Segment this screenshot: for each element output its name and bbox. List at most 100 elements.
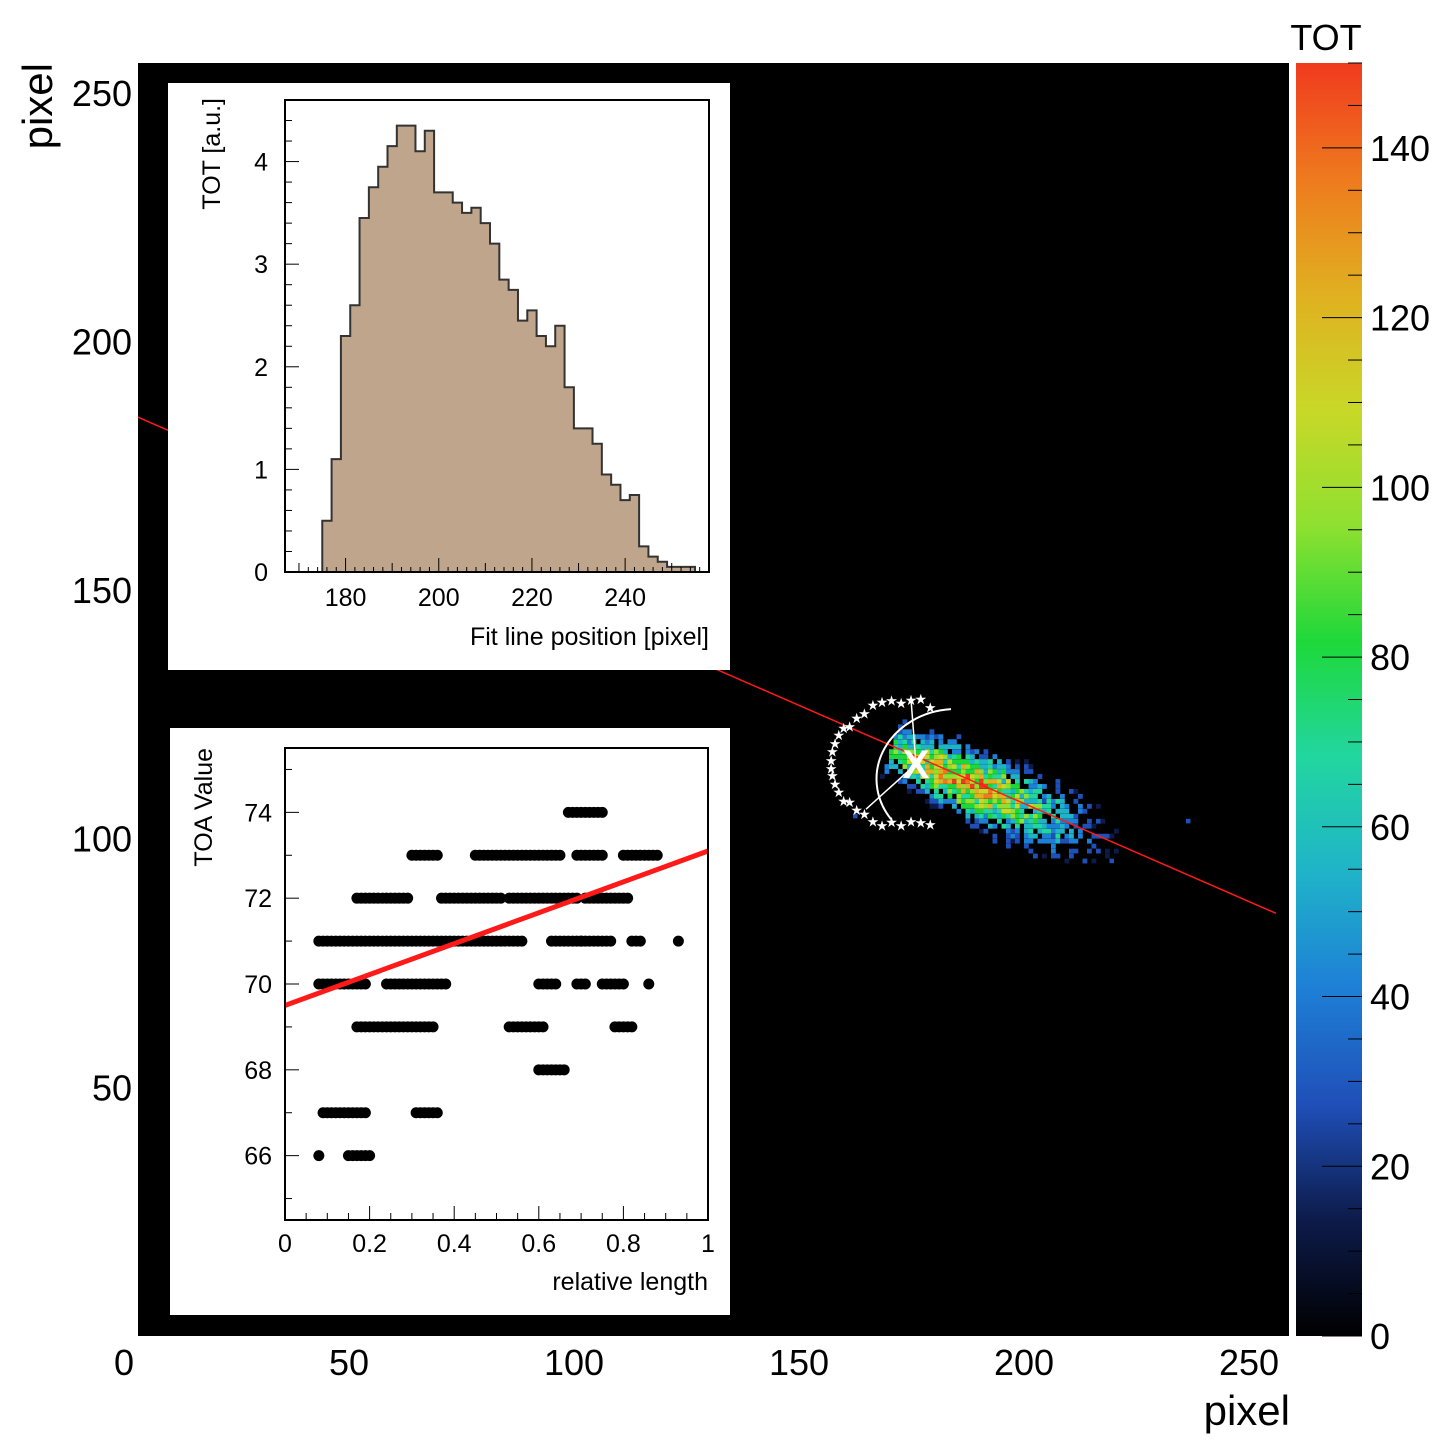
heatmap-cell: [956, 769, 962, 774]
heatmap-cell: [979, 759, 984, 764]
heatmap-cell: [1037, 813, 1043, 819]
scatter-point: [431, 1107, 443, 1119]
histogram-bar: [499, 279, 510, 572]
inset-histogram-panel: 180 200 220 240 0 1 2 3 4 Fit line position [pix…: [168, 83, 730, 670]
heatmap-cell: [1015, 823, 1020, 829]
heatmap-cell: [934, 798, 939, 804]
heatmap-cell: [1015, 838, 1020, 844]
heatmap-cell: [983, 813, 989, 819]
scatter-point: [634, 935, 646, 947]
heatmap-cell: [956, 759, 962, 764]
heatmap-cell: [893, 749, 899, 755]
histogram-outline: [321, 124, 697, 572]
heatmap-cell: [943, 789, 948, 794]
heatmap-cell: [1064, 833, 1070, 839]
heatmap-cell: [929, 754, 935, 759]
heatmap-cell: [956, 734, 962, 740]
heatmap-cell: [997, 779, 1002, 784]
heatmap-cell: [965, 754, 971, 759]
histogram-bar: [592, 443, 603, 572]
scatter-point: [558, 1064, 570, 1076]
heatmap-cell: [907, 729, 912, 735]
heatmap-cell: [970, 793, 975, 799]
heatmap-cell: [943, 769, 948, 774]
star-marker: ★: [825, 761, 838, 777]
heatmap-cell: [983, 789, 989, 794]
heatmap-cell: [947, 759, 953, 764]
heatmap-cell: [907, 774, 912, 779]
star-marker: ★: [905, 813, 918, 829]
heatmap-cell: [952, 754, 957, 759]
main-x-tick-label: 150: [769, 1342, 829, 1383]
inset-scatter-panel: 0 0.2 0.4 0.6 0.8 1 66 68 70 72 74 relative length…: [170, 728, 730, 1315]
heatmap-cell: [925, 774, 930, 779]
heatmap-cell: [920, 769, 926, 774]
heatmap-cell: [1019, 813, 1025, 819]
heatmap-cell: [1060, 838, 1065, 844]
heatmap-cell: [1028, 848, 1034, 854]
heatmap-cell: [1010, 784, 1016, 789]
heatmap-cell: [889, 749, 894, 755]
heatmap-cell: [979, 774, 984, 779]
heatmap-cell: [1001, 764, 1007, 769]
heatmap-cell: [929, 798, 935, 804]
heatmap-cell: [1015, 784, 1020, 789]
heatmap-cell: [907, 759, 912, 764]
main-x-tick-label: 50: [329, 1342, 369, 1383]
heatmap-cell: [1060, 798, 1065, 804]
histogram-bar: [648, 556, 659, 572]
heatmap-cell: [938, 744, 944, 750]
heatmap-cell: [956, 798, 962, 804]
star-marker: ★: [837, 793, 850, 809]
heatmap-cell: [893, 734, 899, 740]
heatmap-cell: [943, 754, 948, 759]
heatmap-cell: [961, 798, 966, 804]
heatmap-cell: [1051, 823, 1056, 829]
heatmap-cell: [1010, 769, 1016, 774]
heatmap-cell: [902, 729, 908, 735]
heatmap-cell: [1015, 769, 1020, 774]
histogram-bar: [368, 187, 379, 572]
heatmap-cell: [965, 769, 971, 774]
heatmap-cell: [1001, 769, 1007, 774]
heatmap-cell: [1055, 828, 1061, 834]
heatmap-cell: [889, 754, 894, 759]
heatmap-cell: [1060, 828, 1065, 834]
heatmap-cell: [1046, 838, 1052, 844]
heatmap-cell: [898, 734, 903, 740]
heatmap-cell: [1019, 789, 1025, 794]
scatter-x-tick-label: 0.6: [521, 1230, 556, 1258]
heatmap-cell: [983, 754, 989, 759]
heatmap-cell: [925, 769, 930, 774]
heatmap-cell: [1010, 793, 1016, 799]
heatmap-cell: [902, 754, 908, 759]
heatmap-cell: [992, 764, 998, 769]
heatmap-cell: [1042, 793, 1047, 799]
heatmap-cell: [1069, 813, 1074, 819]
histogram-bar: [573, 428, 584, 572]
heatmap-cell: [988, 823, 993, 829]
heatmap-cell: [1046, 833, 1052, 839]
heatmap-cell: [974, 813, 980, 819]
histogram-bar: [480, 223, 491, 572]
heatmap-cell: [902, 779, 908, 784]
heatmap-cell: [1051, 848, 1056, 854]
heatmap-cell: [938, 734, 944, 740]
main-x-tick-label: 100: [544, 1342, 604, 1383]
star-marker: ★: [867, 697, 880, 713]
heatmap-cell: [947, 779, 953, 784]
colorbar-tick-label: 120: [1370, 298, 1430, 339]
heatmap-cell: [956, 784, 962, 789]
heatmap-cell: [1064, 858, 1070, 864]
heatmap-cell: [1010, 838, 1016, 844]
heatmap-cell: [983, 759, 989, 764]
heatmap-cell: [974, 789, 980, 794]
heatmap-cell: [956, 808, 962, 814]
scatter-x-tick-label: 0: [278, 1230, 292, 1258]
histogram-bar: [359, 218, 370, 572]
heatmap-cell: [916, 769, 921, 774]
scatter-point: [516, 935, 528, 947]
main-y-axis-label: pixel: [14, 63, 61, 149]
heatmap-cell: [988, 774, 993, 779]
star-marker: ★: [850, 710, 863, 726]
